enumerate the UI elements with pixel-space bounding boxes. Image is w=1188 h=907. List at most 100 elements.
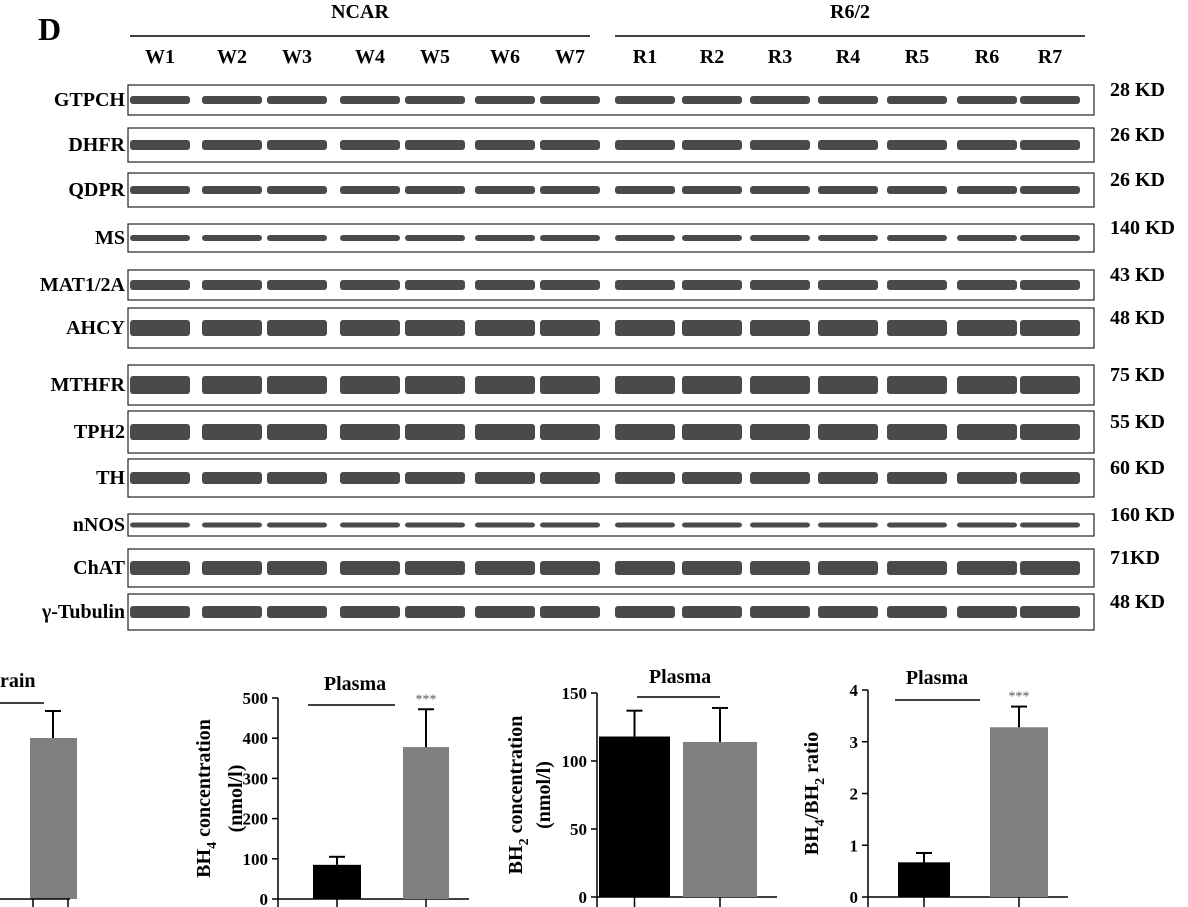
band [340, 186, 400, 194]
band [750, 235, 810, 241]
y-axis-label: (nmol/l) [533, 761, 555, 829]
band [405, 472, 465, 484]
band [405, 235, 465, 241]
band [750, 96, 810, 104]
band [682, 424, 742, 440]
band [887, 472, 947, 484]
band [1020, 140, 1080, 150]
band [130, 186, 190, 194]
protein-label: TPH2 [74, 421, 125, 443]
band [130, 96, 190, 104]
band [540, 186, 600, 194]
band [267, 472, 327, 484]
band [540, 522, 600, 528]
band [405, 424, 465, 440]
band [540, 561, 600, 575]
band [405, 522, 465, 528]
y-axis-label-part: concentration [505, 716, 527, 839]
y-tick-label: 2 [850, 785, 859, 804]
size-label: 71KD [1110, 547, 1160, 569]
band [130, 140, 190, 150]
band [202, 186, 262, 194]
band [475, 280, 535, 290]
band [340, 376, 400, 394]
bar [599, 736, 670, 897]
size-label: 28 KD [1110, 79, 1165, 101]
band [130, 561, 190, 575]
band [957, 280, 1017, 290]
y-axis-label-part: BH [505, 845, 527, 874]
band [405, 96, 465, 104]
band [682, 235, 742, 241]
blot-frame [127, 307, 1095, 349]
lane-label: R7 [1038, 46, 1062, 68]
protein-label: γ-Tubulin [41, 601, 125, 623]
band [615, 186, 675, 194]
band [340, 424, 400, 440]
band [340, 140, 400, 150]
protein-label: MAT1/2A [40, 274, 126, 296]
band [202, 320, 262, 336]
band [1020, 472, 1080, 484]
size-label: 55 KD [1110, 411, 1165, 433]
band [818, 280, 878, 290]
band [887, 376, 947, 394]
size-label: 48 KD [1110, 307, 1165, 329]
band [130, 606, 190, 618]
size-label: 75 KD [1110, 364, 1165, 386]
band [475, 472, 535, 484]
band [615, 424, 675, 440]
band [750, 280, 810, 290]
band [475, 376, 535, 394]
band [475, 96, 535, 104]
band [340, 522, 400, 528]
bar [683, 741, 757, 897]
blot-frame [127, 593, 1095, 631]
band [750, 522, 810, 528]
band [682, 472, 742, 484]
band [887, 235, 947, 241]
band [540, 140, 600, 150]
band [818, 140, 878, 150]
blot-frame [127, 458, 1095, 498]
band [887, 96, 947, 104]
band [750, 186, 810, 194]
chart-title: Plasma [649, 666, 711, 688]
lane-label: R6 [975, 46, 999, 68]
band [818, 376, 878, 394]
lane-label: W1 [145, 46, 175, 68]
band [957, 235, 1017, 241]
band [475, 424, 535, 440]
protein-label: GTPCH [54, 89, 126, 111]
protein-label: DHFR [68, 134, 125, 156]
band [202, 96, 262, 104]
lane-label: R5 [905, 46, 929, 68]
chart-title: rain [0, 670, 36, 692]
band [475, 561, 535, 575]
band [1020, 320, 1080, 336]
size-label: 26 KD [1110, 169, 1165, 191]
chart-title: Plasma [906, 667, 968, 689]
band [540, 280, 600, 290]
band [957, 320, 1017, 336]
band [750, 606, 810, 618]
band [818, 186, 878, 194]
protein-label: QDPR [68, 179, 125, 201]
band [818, 472, 878, 484]
band [682, 522, 742, 528]
band [340, 96, 400, 104]
band [615, 235, 675, 241]
band [750, 376, 810, 394]
lane-label: R2 [700, 46, 724, 68]
significance: *** [416, 692, 437, 707]
band [957, 424, 1017, 440]
band [957, 561, 1017, 575]
band [1020, 561, 1080, 575]
band [540, 606, 600, 618]
band [202, 280, 262, 290]
blot-frame [127, 364, 1095, 406]
band [540, 96, 600, 104]
y-axis-label: BH4 concentration [193, 719, 220, 878]
band [340, 235, 400, 241]
